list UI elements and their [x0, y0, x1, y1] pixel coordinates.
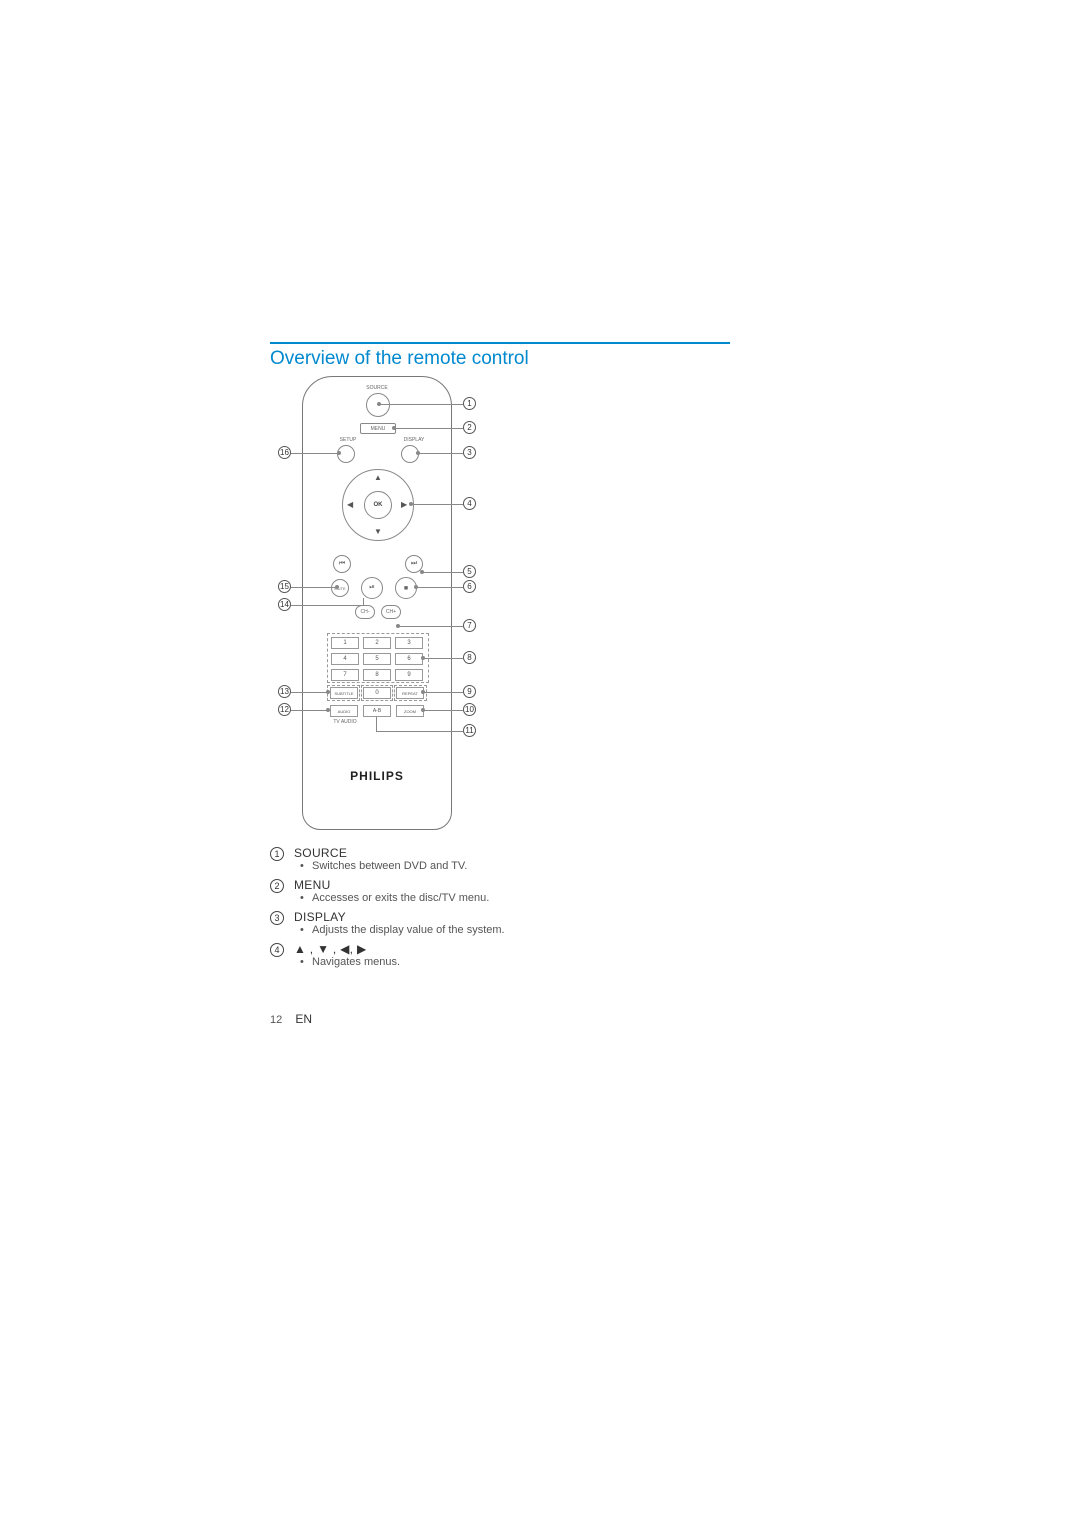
- legend-item: 3 DISPLAY Adjusts the display value of t…: [270, 910, 730, 936]
- callout-9: 9: [463, 685, 476, 698]
- callout-6: 6: [463, 580, 476, 593]
- key-1: 1: [331, 637, 359, 649]
- callout-line: [379, 404, 463, 405]
- legend-number: 4: [270, 943, 284, 957]
- prev-button: ⏮: [333, 555, 351, 573]
- legend-desc: Navigates menus.: [312, 956, 730, 968]
- callout-line: [291, 605, 363, 606]
- audio-button: AUDIO: [330, 705, 358, 717]
- callout-12: 12: [278, 703, 291, 716]
- display-label: DISPLAY: [398, 437, 430, 443]
- callout-line: [291, 453, 337, 454]
- callout-5: 5: [463, 565, 476, 578]
- callout-dot: [326, 690, 330, 694]
- key-4: 4: [331, 653, 359, 665]
- callout-dot: [326, 708, 330, 712]
- page-language: EN: [295, 1012, 312, 1026]
- callout-dot: [337, 451, 341, 455]
- repeat-button: REPEAT: [396, 687, 424, 699]
- menu-button: MENU: [360, 423, 396, 434]
- legend-list: 1 SOURCE Switches between DVD and TV. 2 …: [270, 846, 730, 968]
- callout-line: [291, 692, 327, 693]
- callout-14: 14: [278, 598, 291, 611]
- legend-desc: Switches between DVD and TV.: [312, 860, 730, 872]
- callout-4: 4: [463, 497, 476, 510]
- key-0: 0: [363, 687, 391, 699]
- key-5: 5: [363, 653, 391, 665]
- page-number: 12: [270, 1014, 282, 1026]
- key-2: 2: [363, 637, 391, 649]
- callout-1: 1: [463, 397, 476, 410]
- callout-16: 16: [278, 446, 291, 459]
- key-9: 9: [395, 669, 423, 681]
- callout-13: 13: [278, 685, 291, 698]
- callout-line: [291, 710, 327, 711]
- legend-desc: Accesses or exits the disc/TV menu.: [312, 892, 730, 904]
- ok-button: OK: [364, 491, 392, 519]
- source-label: SOURCE: [303, 385, 451, 391]
- legend-number: 2: [270, 879, 284, 893]
- zoom-button: ZOOM: [396, 705, 424, 717]
- callout-line: [422, 572, 463, 573]
- legend-desc: Adjusts the display value of the system.: [312, 924, 730, 936]
- key-7: 7: [331, 669, 359, 681]
- callout-line: [394, 428, 463, 429]
- legend-item: 2 MENU Accesses or exits the disc/TV men…: [270, 878, 730, 904]
- down-arrow-icon: ▼: [374, 527, 382, 536]
- callout-2: 2: [463, 421, 476, 434]
- subtitle-button: SUBTITLE: [330, 687, 358, 699]
- ab-button: A-B: [363, 705, 391, 717]
- page-footer: 12 EN: [270, 1012, 312, 1026]
- callout-line: [291, 587, 335, 588]
- key-3: 3: [395, 637, 423, 649]
- ch-minus-button: CH-: [355, 605, 375, 619]
- callout-line: [423, 658, 463, 659]
- remote-diagram: SOURCE MENU SETUP DISPLAY OK ▲ ▼ ◀ ▶ ⏮ ⏭…: [278, 376, 638, 830]
- callout-line: [411, 504, 463, 505]
- key-6: 6: [395, 653, 423, 665]
- callout-line: [363, 598, 364, 606]
- legend-title: SOURCE: [294, 846, 730, 860]
- up-arrow-icon: ▲: [374, 473, 382, 482]
- remote-outline: SOURCE MENU SETUP DISPLAY OK ▲ ▼ ◀ ▶ ⏮ ⏭…: [302, 376, 452, 830]
- legend-number: 3: [270, 911, 284, 925]
- tv-audio-label: TV AUDIO: [328, 719, 362, 725]
- ch-plus-button: CH+: [381, 605, 401, 619]
- callout-10: 10: [463, 703, 476, 716]
- right-arrow-icon: ▶: [401, 500, 407, 509]
- callout-line: [376, 717, 377, 731]
- legend-title: ▲ , ▼ , ◀, ▶: [294, 942, 730, 956]
- callout-line: [376, 731, 463, 732]
- legend-title: DISPLAY: [294, 910, 730, 924]
- play-pause-button: ⏯: [361, 577, 383, 599]
- setup-label: SETUP: [333, 437, 363, 443]
- callout-3: 3: [463, 446, 476, 459]
- callout-8: 8: [463, 651, 476, 664]
- legend-title: MENU: [294, 878, 730, 892]
- mute-button: MUTE: [331, 579, 349, 597]
- section-title: Overview of the remote control: [270, 342, 730, 370]
- legend-number: 1: [270, 847, 284, 861]
- brand-logo: PHILIPS: [303, 769, 451, 783]
- left-arrow-icon: ◀: [347, 500, 353, 509]
- callout-line: [398, 626, 463, 627]
- legend-item: 1 SOURCE Switches between DVD and TV.: [270, 846, 730, 872]
- callout-line: [418, 453, 463, 454]
- key-8: 8: [363, 669, 391, 681]
- callout-line: [416, 587, 463, 588]
- callout-15: 15: [278, 580, 291, 593]
- callout-line: [423, 710, 463, 711]
- callout-7: 7: [463, 619, 476, 632]
- callout-line: [423, 692, 463, 693]
- legend-item: 4 ▲ , ▼ , ◀, ▶ Navigates menus.: [270, 942, 730, 968]
- callout-dot: [335, 585, 339, 589]
- callout-11: 11: [463, 724, 476, 737]
